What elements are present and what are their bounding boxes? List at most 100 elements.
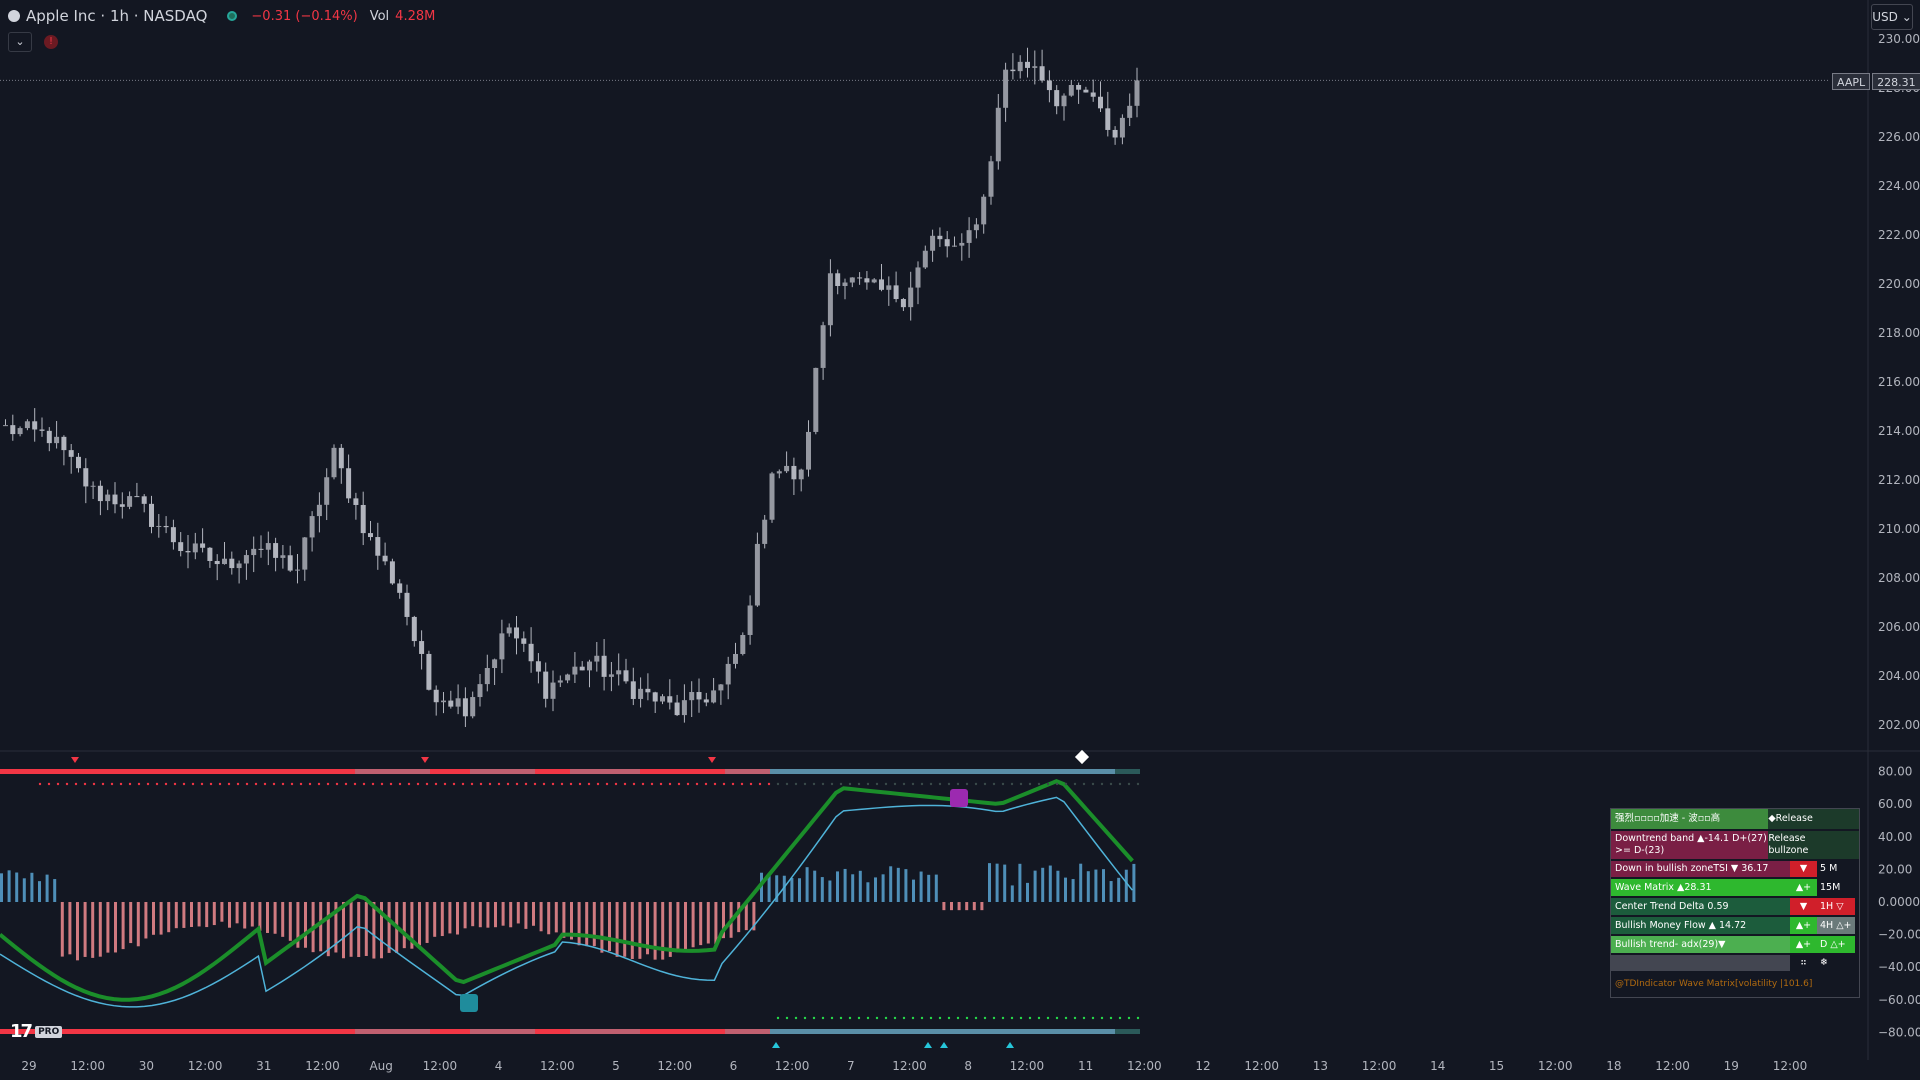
candle-body (17, 428, 23, 435)
table-cell: 15M (1817, 879, 1855, 896)
candle-body (295, 569, 300, 571)
candle-body (83, 468, 89, 487)
candle-body (623, 670, 629, 682)
time-tick-label: 14 (1430, 1059, 1445, 1073)
candle-body (156, 525, 162, 527)
histogram-bar (152, 902, 155, 935)
table-row: Down in bullish zoneTSI ▼ 36.17 ▼ 5 M (1611, 861, 1859, 877)
signal-dot-top (749, 782, 753, 786)
oscillator-tick-label: −40.00 (1878, 960, 1920, 974)
signal-dot-top (533, 782, 537, 786)
candle-body (740, 634, 746, 654)
candle-body (170, 527, 176, 543)
candle-body (389, 561, 395, 584)
warning-icon[interactable]: ! (44, 35, 58, 49)
chevron-down-icon[interactable]: ⌄ (8, 32, 32, 52)
histogram-bar (828, 880, 832, 902)
apple-logo-icon (8, 10, 20, 22)
signal-dot-bottom (1091, 1016, 1095, 1020)
histogram-bar (1094, 869, 1098, 902)
histogram-bar (509, 902, 513, 928)
signal-dot-bottom (848, 1016, 852, 1020)
signal-dot-top (542, 782, 546, 786)
candle-body (616, 670, 622, 675)
histogram-bar (60, 902, 64, 957)
table-cell: ⠶ (1790, 955, 1817, 971)
signal-dot-bottom (821, 1016, 825, 1020)
signal-dot-top (911, 782, 915, 786)
signal-dot-top (1100, 782, 1104, 786)
time-tick-label: 12:00 (1127, 1059, 1162, 1073)
candle-body (214, 560, 220, 565)
candle-body (1003, 69, 1009, 108)
time-tick-label: 13 (1313, 1059, 1328, 1073)
histogram-bar (547, 902, 551, 935)
histogram-bar (988, 863, 991, 902)
signal-dot-bottom (1028, 1016, 1032, 1020)
sell-label-marker (950, 789, 968, 807)
signal-dot-top (200, 782, 204, 786)
signal-dot-bottom (1019, 1016, 1023, 1020)
signal-dot-bottom (920, 1016, 924, 1020)
histogram-bar (1132, 863, 1136, 902)
table-cell: 4H △+ (1817, 917, 1855, 934)
histogram-bar (228, 902, 231, 928)
histogram-bar (630, 902, 634, 959)
candle-body (1105, 108, 1111, 130)
signal-dot-bottom (893, 1016, 897, 1020)
signal-dot-top (74, 782, 78, 786)
candle-body (762, 519, 768, 544)
price-tick-label: 222.00 (1878, 228, 1920, 242)
signal-dot-top (272, 782, 276, 786)
histogram-bar (1033, 870, 1037, 902)
histogram-bar (516, 902, 520, 924)
histogram-bar (524, 902, 528, 929)
candle-body (462, 698, 468, 717)
histogram-bar (927, 874, 931, 902)
time-tick-label: 30 (139, 1059, 154, 1073)
table-cell: Bullish trend- adx(29)▼ (1611, 936, 1790, 953)
histogram-bar (737, 902, 741, 933)
signal-dot-bottom (830, 1016, 834, 1020)
candle-body (820, 325, 826, 368)
signal-dot-bottom (974, 1016, 978, 1020)
candle-body (32, 421, 38, 430)
histogram-bar (957, 902, 961, 911)
candle-body (1127, 105, 1133, 118)
signal-dot-top (812, 782, 816, 786)
signal-dot-top (983, 782, 987, 786)
candle-body (1098, 96, 1103, 109)
signal-dot-top (209, 782, 213, 786)
time-tick-label: 4 (495, 1059, 503, 1073)
signal-dot-top (713, 782, 717, 786)
candle-body (426, 653, 432, 690)
histogram-bar (478, 902, 482, 928)
time-tick-label: 31 (256, 1059, 271, 1073)
time-tick-label: 15 (1489, 1059, 1504, 1073)
signal-dot-top (308, 782, 312, 786)
signal-dot-top (371, 782, 375, 786)
candle-body (557, 680, 563, 683)
signal-dot-top (1028, 782, 1032, 786)
symbol-title[interactable]: Apple Inc · 1h · NASDAQ (26, 7, 208, 25)
candle-body (207, 547, 213, 561)
candle-body (127, 496, 133, 507)
histogram-bar (904, 869, 908, 902)
tradingview-logo[interactable]: 17 PRO (10, 1021, 63, 1042)
time-tick-label: 12:00 (1655, 1059, 1690, 1073)
price-tick-label: 226.00 (1878, 130, 1920, 144)
price-tick-label: 220.00 (1878, 277, 1920, 291)
signal-dot-bottom (1046, 1016, 1050, 1020)
histogram-bar (1056, 870, 1060, 902)
time-tick-label: 12:00 (540, 1059, 575, 1073)
currency-button[interactable]: USD ⌄ (1871, 4, 1913, 30)
signal-dot-bottom (956, 1016, 960, 1020)
signal-dot-top (362, 782, 366, 786)
histogram-bar (919, 871, 923, 902)
market-status-icon (227, 11, 238, 21)
signal-dot-bottom (866, 1016, 870, 1020)
candle-body (915, 267, 921, 288)
histogram-bar (995, 863, 999, 902)
buy-signal-marker (772, 1042, 780, 1048)
